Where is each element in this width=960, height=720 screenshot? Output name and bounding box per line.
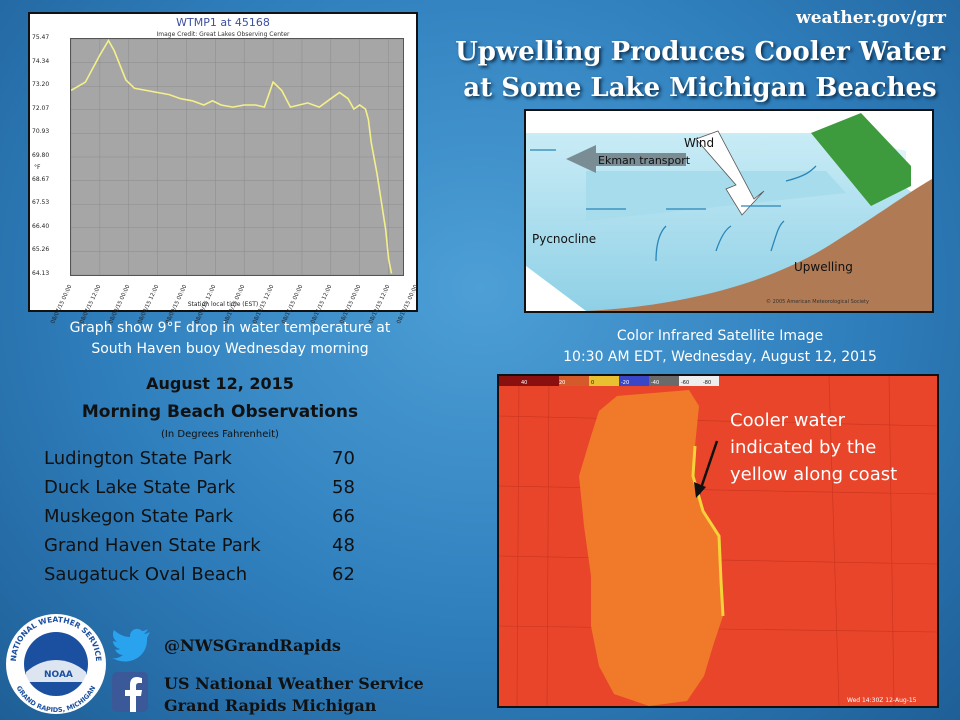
beach-temperature: 66 (332, 506, 355, 527)
satellite-image: 40 20 0 -20 -40 -60 -80 Wed 14:30Z 12-Au… (497, 374, 939, 708)
headline-line-2: at Some Lake Michigan Beaches (463, 73, 937, 103)
plot-area (70, 38, 418, 276)
pointer-arrow-icon (697, 440, 719, 495)
colorbar-label: -60 (681, 380, 689, 386)
observation-row: Saugatuck Oval Beach 62 (44, 564, 364, 592)
beach-temperature: 62 (332, 564, 355, 585)
observation-row: Duck Lake State Park 58 (44, 477, 364, 505)
satellite-timestamp: Wed 14:30Z 12-Aug-15 (847, 697, 917, 704)
y-tick-label: 70.93 (32, 128, 50, 136)
pycnocline-label: Pycnocline (532, 232, 596, 246)
upwelling-label: Upwelling (794, 260, 853, 274)
headline-line-1: Upwelling Produces Cooler Water (455, 37, 945, 67)
y-tick-label: 72.07 (32, 104, 50, 112)
ekman-label: Ekman transport (598, 154, 691, 167)
beach-name: Saugatuck Oval Beach (44, 564, 248, 585)
y-tick-label: 74.34 (32, 57, 50, 65)
colorbar-label: 0 (591, 380, 594, 386)
shoreline-land (811, 113, 911, 206)
facebook-name-line-2[interactable]: Grand Rapids Michigan (164, 696, 377, 715)
beach-name: Grand Haven State Park (44, 535, 261, 556)
y-axis-unit: °F (34, 164, 41, 171)
cool-coastal-water (691, 445, 725, 617)
y-tick-label: 75.47 (32, 34, 50, 41)
water-temperature-series (70, 38, 393, 274)
y-tick-label: 68.67 (32, 175, 50, 183)
county-lines (499, 376, 937, 706)
colorbar-label: -20 (621, 380, 629, 386)
beach-name: Ludington State Park (44, 448, 232, 469)
graph-credit: Image Credit: Great Lakes Observing Cent… (156, 31, 290, 38)
beach-temperature: 70 (332, 448, 355, 469)
satellite-caption: Color Infrared Satellite Image 10:30 AM … (500, 326, 940, 368)
upwelling-illustration: Wind Ekman transport Pycnocline Upwellin… (526, 113, 932, 311)
diagram-credit: © 2005 American Meteorological Society (766, 298, 869, 305)
circulation-arrows-icon (530, 149, 817, 262)
y-tick-label: 69.80 (32, 152, 50, 159)
colorbar-label: 40 (521, 380, 527, 386)
logo-center-text: NOAA (44, 670, 73, 680)
nws-grand-rapids-logo: NATIONAL WEATHER SERVICE GRAND RAPIDS, M… (6, 614, 106, 714)
pycnocline-layer (586, 171, 846, 221)
temperature-plot (70, 38, 418, 276)
beach-temperature: 58 (332, 477, 355, 498)
facebook-icon[interactable] (112, 672, 148, 712)
lake-bottom (586, 179, 932, 311)
y-tick-label: 73.20 (32, 81, 50, 89)
headline: Upwelling Produces Cooler Water at Some … (440, 34, 960, 106)
observations-units: (In Degrees Fahrenheit) (161, 429, 279, 440)
x-axis-label: Station local time (EST) (187, 301, 259, 308)
beach-temperature: 48 (332, 535, 355, 556)
observation-row: Ludington State Park 70 (44, 448, 364, 476)
satellite-map: 40 20 0 -20 -40 -60 -80 Wed 14:30Z 12-Au… (499, 376, 937, 706)
beach-name: Duck Lake State Park (44, 477, 236, 498)
site-url[interactable]: weather.gov/grr (796, 8, 946, 28)
lake-michigan (579, 390, 723, 706)
facebook-name-line-1[interactable]: US National Weather Service (164, 674, 424, 693)
wind-label: Wind (684, 136, 714, 150)
ekman-arrow-icon (566, 145, 686, 173)
wind-arrow-icon (695, 130, 765, 216)
y-tick-label: 67.53 (32, 199, 50, 207)
graph-title: WTMP1 at 45168 (176, 16, 270, 29)
graph-caption: Graph show 9°F drop in water temperature… (20, 318, 440, 360)
graph-caption-line-1: Graph show 9°F drop in water temperature… (69, 320, 391, 336)
satellite-annotation: Cooler water indicated by the yellow alo… (730, 410, 898, 485)
satellite-caption-line-2: 10:30 AM EDT, Wednesday, August 12, 2015 (563, 349, 877, 365)
observations-date: August 12, 2015 (146, 374, 294, 393)
colorbar-label: -40 (651, 380, 659, 386)
beach-name: Muskegon State Park (44, 506, 234, 527)
colorbar-label: 20 (559, 380, 565, 386)
y-tick-label: 65.26 (32, 246, 50, 254)
observation-row: Grand Haven State Park 48 (44, 535, 364, 563)
observation-row: Muskegon State Park 66 (44, 506, 364, 534)
y-tick-label: 66.40 (32, 222, 50, 230)
colorbar-label: -80 (703, 380, 711, 386)
satellite-caption-line-1: Color Infrared Satellite Image (616, 328, 824, 344)
upwelling-diagram: Wind Ekman transport Pycnocline Upwellin… (524, 109, 934, 313)
buoy-temperature-graph: WTMP1 at 45168 Image Credit: Great Lakes… (28, 12, 420, 325)
twitter-icon[interactable] (112, 628, 152, 662)
y-tick-label: 64.13 (32, 270, 50, 277)
twitter-handle[interactable]: @NWSGrandRapids (164, 636, 341, 655)
observations-title: Morning Beach Observations (81, 402, 359, 422)
graph-caption-line-2: South Haven buoy Wednesday morning (91, 341, 369, 357)
